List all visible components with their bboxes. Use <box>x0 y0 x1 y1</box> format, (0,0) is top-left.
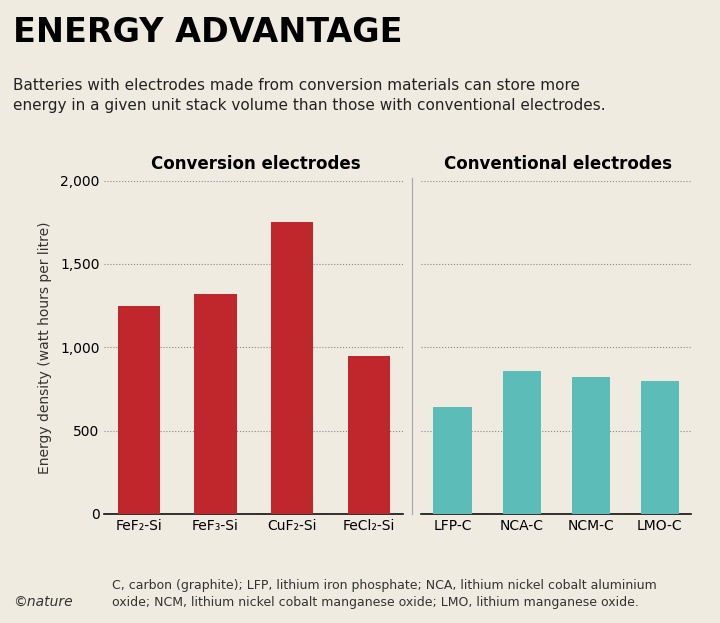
Text: ©nature: ©nature <box>13 596 73 609</box>
Text: Conversion electrodes: Conversion electrodes <box>150 155 361 173</box>
Bar <box>194 294 237 514</box>
Bar <box>572 378 610 514</box>
Bar <box>348 356 390 514</box>
Y-axis label: Energy density (watt hours per litre): Energy density (watt hours per litre) <box>37 221 52 473</box>
Bar <box>641 381 679 514</box>
Text: C, carbon (graphite); LFP, lithium iron phosphate; NCA, lithium nickel cobalt al: C, carbon (graphite); LFP, lithium iron … <box>112 579 657 609</box>
Bar <box>503 371 541 514</box>
Bar <box>118 306 160 514</box>
Bar <box>271 222 313 514</box>
Text: ENERGY ADVANTAGE: ENERGY ADVANTAGE <box>13 16 402 49</box>
Text: Batteries with electrodes made from conversion materials can store more
energy i: Batteries with electrodes made from conv… <box>13 78 606 113</box>
Bar <box>433 407 472 514</box>
Text: Conventional electrodes: Conventional electrodes <box>444 155 672 173</box>
